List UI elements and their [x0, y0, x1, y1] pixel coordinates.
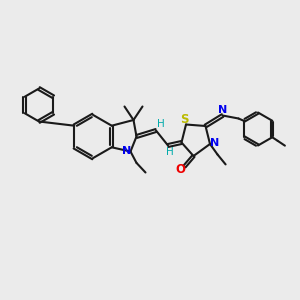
Text: H: H — [166, 147, 173, 157]
Text: S: S — [180, 112, 189, 126]
Text: N: N — [211, 137, 220, 148]
Text: N: N — [122, 146, 131, 157]
Text: N: N — [218, 105, 227, 115]
Text: H: H — [157, 119, 165, 130]
Text: O: O — [175, 163, 185, 176]
